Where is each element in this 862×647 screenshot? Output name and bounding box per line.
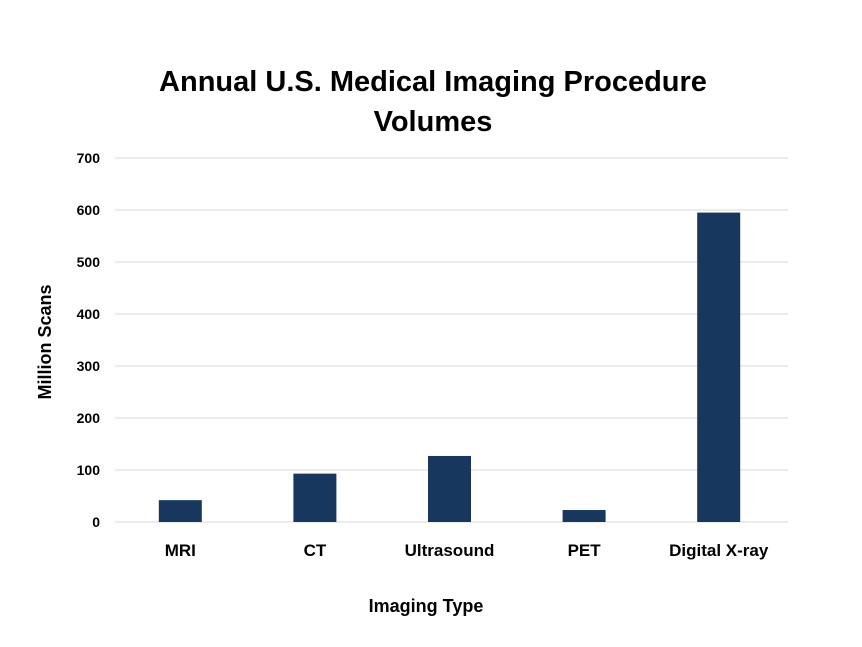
y-tick-label-0: 0 xyxy=(92,514,100,530)
y-tick-label-700: 700 xyxy=(77,150,101,166)
y-tick-label-400: 400 xyxy=(77,306,101,322)
y-tick-label-100: 100 xyxy=(77,462,101,478)
x-axis-title: Imaging Type xyxy=(369,596,484,616)
chart-title-line-1: Annual U.S. Medical Imaging Procedure xyxy=(159,66,707,98)
bar-ultrasound xyxy=(428,455,471,522)
y-axis-title: Million Scans xyxy=(35,284,55,399)
y-tick-label-600: 600 xyxy=(77,202,101,218)
bars xyxy=(158,212,741,522)
bar-mri xyxy=(158,500,202,522)
x-category-label-ultrasound: Ultrasound xyxy=(405,541,495,560)
y-tick-label-200: 200 xyxy=(77,410,101,426)
bar-pet xyxy=(562,510,606,522)
x-axis-category-labels: MRI CT Ultrasound PET Digital X-ray xyxy=(165,541,769,560)
x-category-label-ct: CT xyxy=(304,541,327,560)
x-category-label-pet: PET xyxy=(568,541,602,560)
x-category-label-mri: MRI xyxy=(165,541,196,560)
bar-digital-x-ray xyxy=(697,212,741,522)
chart-title-line-2: Volumes xyxy=(374,106,493,138)
x-category-label-digital-x-ray: Digital X-ray xyxy=(669,541,769,560)
bar-ct xyxy=(293,473,337,522)
y-axis-tick-labels: 0 100 200 300 400 500 600 700 xyxy=(77,150,101,530)
y-tick-label-300: 300 xyxy=(77,358,101,374)
y-tick-label-500: 500 xyxy=(77,254,101,270)
gridlines xyxy=(115,157,788,523)
